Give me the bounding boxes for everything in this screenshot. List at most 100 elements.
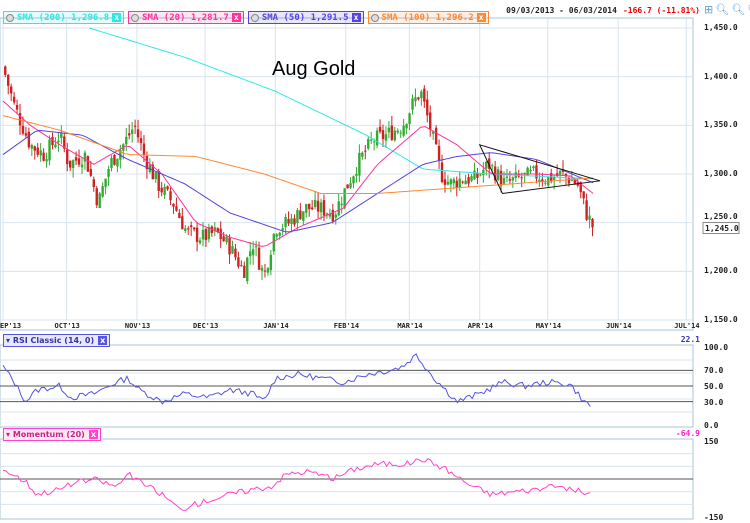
candle-body (125, 136, 128, 145)
candle-body (541, 179, 544, 182)
candle-body (461, 181, 464, 183)
candle-body (104, 178, 107, 187)
x-tick-label: DEC'13 (193, 322, 219, 330)
candle-body (449, 179, 453, 185)
candle-body (207, 226, 211, 240)
legend-item[interactable]: SMA (200) 1,296.8 x (3, 11, 125, 24)
candle-body (219, 228, 222, 240)
candle-body (42, 152, 45, 161)
rsi-panel-label[interactable]: ▾ RSI Classic (14, 0) x (3, 334, 111, 347)
candle-body (36, 147, 39, 155)
candle-body (331, 209, 335, 222)
candle-body (54, 144, 57, 148)
zoom-in-icon[interactable]: 🔍︎ (715, 3, 730, 16)
remove-icon: x (112, 13, 122, 22)
candle-body (57, 140, 60, 143)
indicator-line (2, 353, 591, 407)
candle-body (482, 169, 485, 176)
candle-body (187, 228, 190, 230)
y-tick-label: 70.0 (704, 366, 724, 376)
candle-body (24, 133, 28, 136)
legend-label: SMA (200) 1,296.8 (17, 12, 110, 23)
zoom-reset-icon[interactable]: 🔍︎ (747, 3, 750, 16)
candle-body (570, 180, 574, 182)
header-readout: 09/03/2013 - 06/03/2014 -166.7 (-11.81%) (506, 6, 700, 15)
candle-body (178, 212, 181, 219)
candle-body (437, 145, 441, 161)
candle-body (27, 131, 31, 148)
candle-body (51, 136, 54, 146)
candle-body (535, 165, 538, 179)
momentum-close-icon[interactable]: x (88, 430, 98, 439)
candle-body (420, 91, 423, 99)
candle-body (443, 179, 447, 185)
candle-body (110, 157, 113, 168)
x-tick-label: FEB'14 (333, 322, 360, 330)
candle-body (74, 157, 78, 161)
candle-body (281, 228, 284, 231)
legend-item[interactable]: SMA (100) 1,296.2 x (367, 11, 489, 24)
candle-body (364, 150, 367, 152)
candle-body (234, 248, 237, 258)
momentum-panel-label[interactable]: ▾ Momentum (20) x (3, 428, 101, 441)
candle-body (237, 257, 240, 267)
candle-body (322, 200, 326, 216)
candle-body (33, 146, 36, 151)
candle-body (266, 268, 270, 273)
candle-body (68, 160, 72, 168)
candle-body (9, 86, 13, 94)
candle-body (538, 179, 541, 183)
last-price-label: 1,245.0 (705, 223, 739, 233)
zoom-out-icon[interactable]: 🔍︎ (731, 3, 746, 16)
candle-body (511, 177, 515, 181)
candle-body (21, 125, 25, 134)
candle-body (423, 88, 426, 102)
candle-body (290, 218, 293, 224)
candle-body (367, 139, 370, 149)
candle-body (7, 74, 10, 86)
candle-body (293, 218, 296, 225)
candle-body (390, 125, 394, 140)
candle-body (585, 200, 588, 220)
crosshair-icon[interactable]: ⊞ (704, 3, 714, 16)
candle-body (66, 149, 69, 165)
candle-body (378, 126, 382, 132)
candle-body (552, 177, 556, 180)
sma-line (2, 115, 594, 194)
candle-body (396, 130, 399, 133)
candle-body (113, 154, 116, 165)
candle-body (4, 66, 7, 75)
remove-icon: x (351, 13, 361, 22)
candle-body (346, 184, 349, 189)
x-tick-label: EP'13 (0, 322, 22, 330)
candle-body (142, 143, 146, 155)
candle-body (195, 227, 199, 242)
candle-body (181, 216, 184, 230)
candle-body (139, 138, 143, 144)
collapse-icon[interactable]: ▾ (6, 336, 13, 345)
candle-body (532, 166, 535, 169)
momentum-title: Momentum (20) (12, 430, 85, 439)
candle-body (325, 213, 329, 215)
candle-body (116, 158, 119, 167)
candle-body (39, 150, 42, 156)
x-tick-label: APR'14 (467, 322, 493, 330)
sma-line (89, 27, 594, 180)
candle-body (240, 265, 243, 267)
legend-item[interactable]: SMA (20) 1,281.7 x (128, 11, 244, 24)
candle-body (470, 176, 473, 181)
candle-body (169, 191, 172, 201)
candle-body (440, 162, 444, 183)
legend-item[interactable]: SMA (50) 1,291.5 x (247, 11, 364, 24)
candle-body (405, 124, 408, 129)
candle-body (30, 145, 34, 149)
candle-body (310, 207, 314, 210)
candle-body (319, 202, 323, 213)
legend-label: SMA (100) 1,296.2 (381, 12, 474, 23)
candle-body (145, 156, 149, 170)
rsi-close-icon[interactable]: x (98, 336, 108, 345)
candle-body (490, 165, 494, 167)
collapse-icon[interactable]: ▾ (6, 430, 13, 439)
